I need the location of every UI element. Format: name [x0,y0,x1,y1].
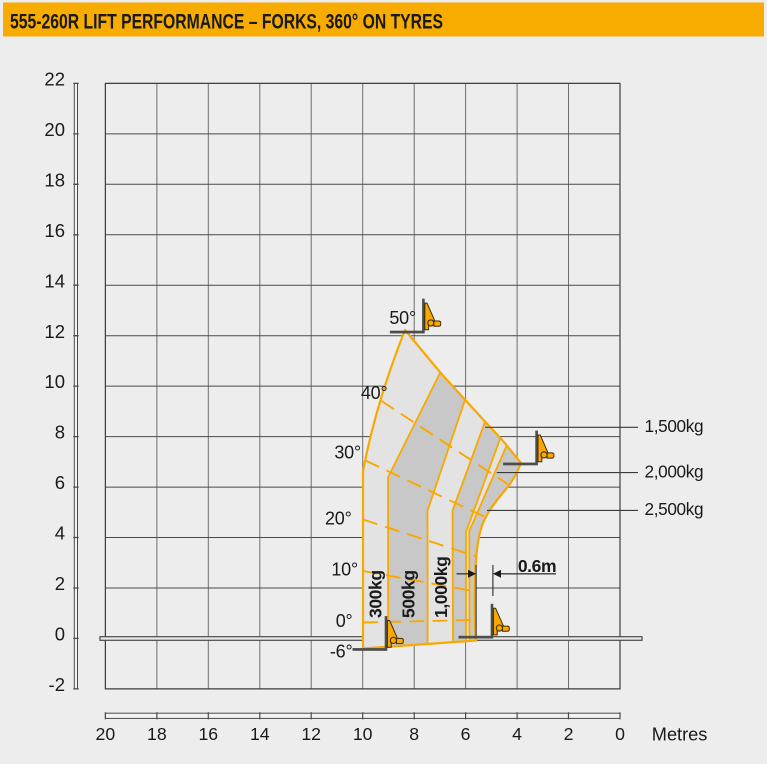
svg-text:40°: 40° [361,383,388,403]
svg-text:50°: 50° [389,308,416,328]
svg-text:0: 0 [55,624,65,645]
svg-text:16: 16 [198,724,218,744]
svg-text:Metres: Metres [652,724,708,744]
svg-text:2,000kg: 2,000kg [645,461,704,481]
svg-text:0.6m: 0.6m [518,556,556,576]
svg-text:6: 6 [55,472,65,493]
svg-text:-2: -2 [49,674,65,695]
svg-text:2,500kg: 2,500kg [645,499,704,519]
svg-text:20: 20 [96,724,116,744]
svg-text:8: 8 [55,422,65,443]
svg-text:18: 18 [44,169,65,190]
svg-text:4: 4 [55,523,65,544]
svg-text:1,500kg: 1,500kg [645,416,704,436]
svg-text:0°: 0° [336,611,353,631]
svg-text:555-260R LIFT PERFORMANCE – FO: 555-260R LIFT PERFORMANCE – FORKS, 360° … [10,9,443,33]
svg-text:4: 4 [512,724,522,744]
svg-text:300kg: 300kg [366,570,386,618]
svg-text:10: 10 [353,724,373,744]
svg-text:12: 12 [301,724,321,744]
svg-text:14: 14 [250,724,270,744]
svg-text:6: 6 [461,724,471,744]
svg-text:8: 8 [409,724,419,744]
svg-text:500kg: 500kg [399,570,419,618]
svg-text:12: 12 [44,321,65,342]
svg-text:2: 2 [55,573,65,594]
svg-text:22: 22 [44,69,65,90]
svg-text:2: 2 [564,724,574,744]
svg-text:-6°: -6° [330,642,353,662]
svg-text:1,000kg: 1,000kg [431,557,451,618]
svg-text:14: 14 [44,270,65,291]
svg-text:10: 10 [44,371,65,392]
svg-text:0: 0 [615,724,625,744]
svg-text:16: 16 [44,220,65,241]
svg-text:20°: 20° [325,509,352,529]
svg-text:18: 18 [147,724,167,744]
svg-text:30°: 30° [334,443,361,463]
svg-text:10°: 10° [331,560,358,580]
svg-text:20: 20 [44,119,65,140]
